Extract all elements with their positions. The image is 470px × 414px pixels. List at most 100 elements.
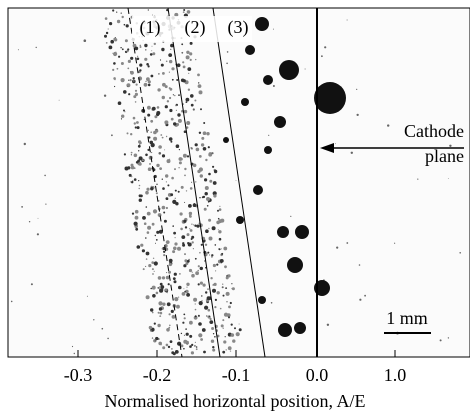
speckle [184,167,187,171]
speckle [177,113,181,117]
speckle [216,263,219,266]
speckle [202,283,206,287]
speckle [163,250,166,253]
speckle [151,50,153,52]
region-label: (1) [140,17,161,38]
speckle [171,78,174,81]
speckle [207,308,211,312]
speckle [358,264,361,266]
speckle [163,211,166,214]
speckle [161,154,166,158]
speckle [220,218,225,223]
speckle [130,56,134,60]
speckle [171,351,175,355]
speckle [120,78,125,83]
speckle [364,294,366,297]
speckle [158,200,160,202]
speckle [131,181,134,184]
speckle [174,94,176,97]
speckle [104,34,107,38]
speckle [134,101,137,103]
speckle [128,79,130,81]
speckle [226,62,228,65]
speckle [116,67,119,70]
speckle [135,227,139,231]
speckle [182,11,185,14]
speckle [213,169,218,174]
speckle [135,161,139,164]
speckle [156,106,160,109]
scale-bar-label: 1 mm [386,308,428,328]
speckle [169,324,171,327]
speckle [132,77,135,80]
speckle [188,72,190,74]
speckle [58,99,60,101]
speckle [174,197,176,199]
speckle [141,249,145,253]
droplet [279,60,299,80]
speckle [110,39,114,44]
speckle [185,328,187,330]
speckle [150,74,154,78]
speckle [222,319,225,322]
speckle [153,42,156,46]
speckle [167,198,169,200]
speckle [113,51,118,57]
speckle [149,163,151,165]
droplet [223,137,229,143]
speckle [154,115,158,119]
speckle [177,190,180,193]
speckle [218,230,222,234]
speckle [184,226,188,229]
speckle [140,243,144,247]
speckle [167,283,170,286]
speckle [174,237,176,239]
speckle [183,347,185,350]
speckle [132,116,136,120]
speckle [198,314,200,317]
speckle [160,285,165,289]
speckle [227,274,231,278]
label-backdrop [132,16,252,42]
speckle [149,53,153,56]
speckle [113,62,116,65]
speckle [152,52,156,56]
speckle [192,108,195,111]
speckle [147,9,149,11]
speckle [272,28,274,30]
speckle [139,144,141,146]
speckle [226,51,229,53]
speckle [121,114,125,118]
speckle [176,306,178,309]
cathode-label: Cathode [404,121,464,141]
speckle [176,123,180,126]
boundary-2 [167,7,221,358]
speckle [213,194,217,198]
speckle [183,288,185,290]
speckle [194,303,196,305]
speckle [180,78,185,83]
speckle [151,152,153,154]
speckle [195,271,200,276]
speckle [126,132,129,135]
speckle [209,179,213,183]
speckle [138,187,140,190]
droplets [223,17,346,337]
speckle [107,337,109,340]
speckle [205,158,208,162]
droplet [245,45,255,55]
speckle [182,321,185,324]
speckle [93,319,95,321]
speckle [213,282,217,286]
speckle [175,109,177,111]
speckle [114,85,116,88]
speckle [206,315,208,317]
speckle [159,282,163,286]
speckle [203,122,206,124]
arrow-head [320,143,334,153]
speckle [225,276,229,280]
speckle [139,69,142,72]
speckle [205,291,208,294]
speckle [165,240,170,245]
speckle [171,348,173,350]
